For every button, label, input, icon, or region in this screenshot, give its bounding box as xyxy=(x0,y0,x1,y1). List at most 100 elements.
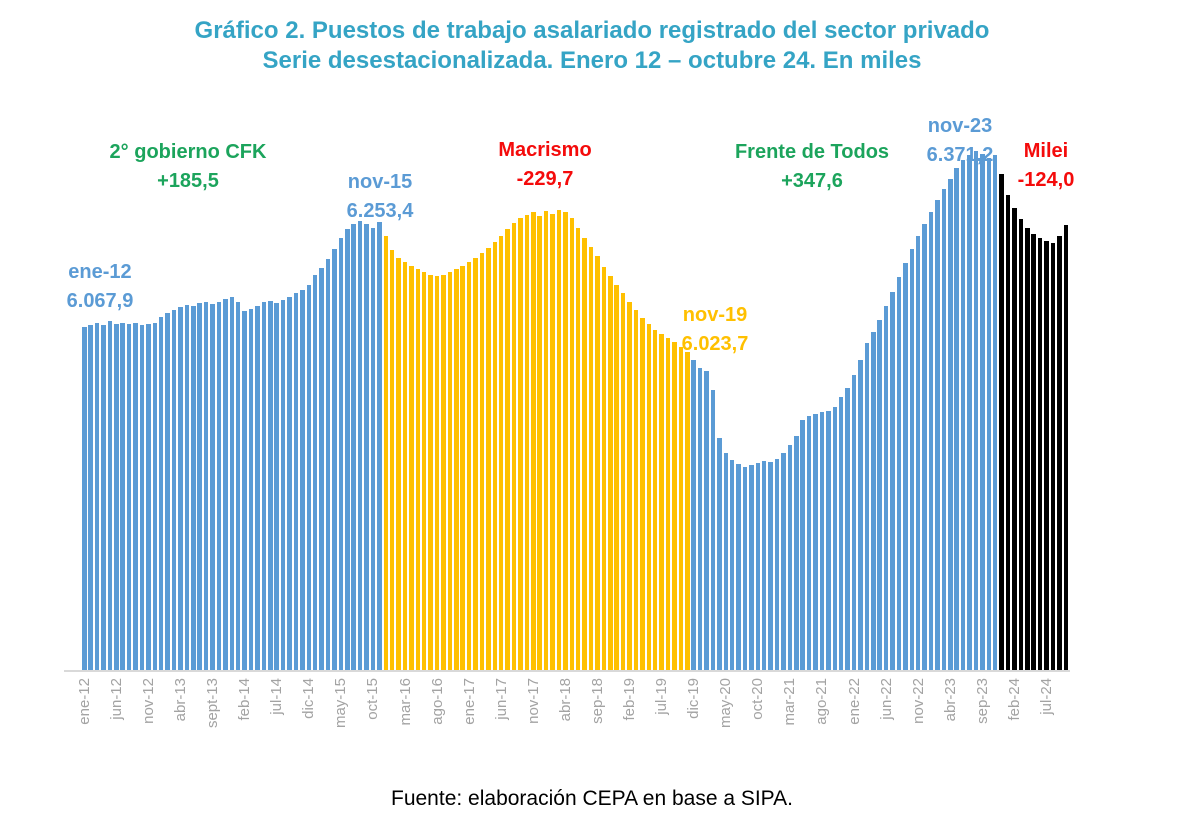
bar xyxy=(274,302,279,670)
bar xyxy=(633,310,639,670)
bar xyxy=(1050,242,1056,670)
bar xyxy=(620,293,626,670)
bar xyxy=(588,247,594,670)
x-tick-label: sep-23 xyxy=(973,678,991,724)
x-tick-label: jun-12 xyxy=(107,678,125,720)
x-tick-label: nov-12 xyxy=(139,678,157,724)
bar xyxy=(158,316,164,670)
bar xyxy=(1057,236,1062,670)
bar xyxy=(563,212,568,670)
bar xyxy=(832,406,838,670)
x-tick-label: mar-16 xyxy=(396,678,414,726)
bar xyxy=(460,266,465,670)
bar xyxy=(505,229,510,670)
bar xyxy=(794,435,799,670)
annotation-frente-de-todos: Frente de Todos +347,6 xyxy=(735,138,889,196)
bar xyxy=(511,222,517,670)
x-tick-label: feb-24 xyxy=(1005,678,1023,721)
bar xyxy=(146,324,151,670)
bar xyxy=(858,360,863,670)
bar xyxy=(498,236,504,670)
annotation-macrismo-value: -229,7 xyxy=(516,168,574,190)
bar xyxy=(749,464,754,670)
bar xyxy=(973,151,979,670)
bar xyxy=(569,218,575,670)
x-tick-label: feb-14 xyxy=(236,678,254,721)
bar xyxy=(1031,233,1036,670)
bar xyxy=(261,301,267,670)
bar xyxy=(383,236,388,670)
bar xyxy=(608,276,613,670)
bar xyxy=(139,324,145,670)
bar xyxy=(223,299,228,670)
bar xyxy=(678,346,684,670)
bar xyxy=(627,301,632,670)
bar xyxy=(729,459,735,670)
bar xyxy=(864,343,870,670)
annotation-cfk-label: 2° gobierno CFK xyxy=(109,141,267,163)
annotation-nov-19-value: 6.023,7 xyxy=(681,333,749,355)
bar xyxy=(954,168,959,670)
bar xyxy=(447,272,453,670)
bar xyxy=(941,188,947,670)
bar xyxy=(685,351,690,670)
bar xyxy=(659,334,664,670)
bar xyxy=(986,158,992,670)
bar xyxy=(242,311,247,670)
bar xyxy=(665,338,671,670)
x-tick-label: jul-24 xyxy=(1038,678,1055,715)
bar xyxy=(948,178,953,670)
x-tick-label: ene-12 xyxy=(75,678,93,725)
bar xyxy=(723,452,728,670)
bar xyxy=(819,412,825,670)
x-tick-label: ago-16 xyxy=(428,678,446,725)
bar xyxy=(883,305,889,670)
annotation-frente-de-todos-value: +347,6 xyxy=(781,170,843,192)
bar xyxy=(851,374,857,670)
bar xyxy=(774,458,780,670)
bar xyxy=(114,323,119,670)
x-tick-label: ene-17 xyxy=(460,678,478,725)
bar xyxy=(306,284,312,670)
bar xyxy=(543,211,549,670)
annotation-cfk-value: +185,5 xyxy=(157,170,219,192)
bar xyxy=(652,329,658,670)
annotation-macrismo-label: Macrismo xyxy=(498,139,592,161)
bar xyxy=(248,309,254,670)
x-tick-label: nov-17 xyxy=(524,678,542,724)
bar xyxy=(537,215,542,670)
annotation-nov-15-value: 6.253,4 xyxy=(346,200,414,222)
x-tick-label: may-20 xyxy=(717,678,735,729)
annotation-nov-19: nov-19 6.023,7 xyxy=(682,301,749,359)
bar xyxy=(255,305,260,670)
annotation-nov-15-label: nov-15 xyxy=(347,171,413,193)
bar xyxy=(915,236,921,670)
bar xyxy=(1018,219,1024,670)
bar xyxy=(980,153,985,670)
bar xyxy=(1012,207,1017,670)
bar xyxy=(518,218,523,670)
chart-title: Gráfico 2. Puestos de trabajo asalariado… xyxy=(0,16,1184,76)
bar xyxy=(800,420,805,670)
annotation-nov-15: nov-15 6.253,4 xyxy=(347,168,414,226)
bar xyxy=(575,228,581,670)
bar xyxy=(421,272,427,670)
bar xyxy=(672,342,677,670)
bar xyxy=(235,301,241,670)
bar xyxy=(312,274,318,670)
annotation-ene-12: ene-12 6.067,9 xyxy=(67,258,134,316)
bar xyxy=(755,463,761,670)
bar xyxy=(909,249,915,670)
bar xyxy=(877,319,882,670)
bar xyxy=(389,250,395,670)
bar xyxy=(133,323,138,670)
bar xyxy=(377,221,382,670)
bar xyxy=(396,257,401,670)
x-tick-label: abr-18 xyxy=(556,678,574,722)
bar xyxy=(287,296,292,670)
bar xyxy=(838,397,844,670)
bar xyxy=(614,284,619,670)
bar xyxy=(191,305,196,670)
